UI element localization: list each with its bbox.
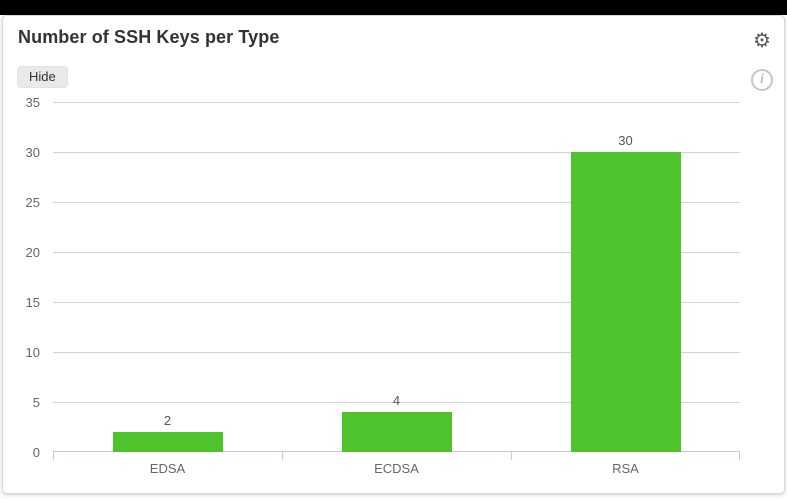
y-axis-tick-label: 5 — [32, 395, 40, 410]
y-axis-tick-label: 30 — [25, 145, 40, 160]
ssh-keys-widget-card: Number of SSH Keys per Type ⚙ i Hide 0 5 1… — [2, 15, 785, 494]
x-axis-tick — [511, 452, 512, 460]
y-axis-tick-label: 20 — [25, 245, 40, 260]
y-gridline — [53, 152, 740, 153]
y-axis-tick-label: 15 — [25, 295, 40, 310]
bar-ecdsa[interactable] — [342, 412, 452, 452]
window-top-bar — [0, 0, 787, 15]
x-axis-category-label: ECDSA — [374, 461, 419, 476]
bar-value-label: 30 — [618, 133, 633, 148]
bar-value-label: 4 — [392, 393, 401, 408]
gear-icon[interactable]: ⚙ — [753, 30, 771, 52]
hide-button[interactable]: Hide — [17, 66, 68, 88]
bar-edsa[interactable] — [113, 432, 223, 452]
bar-chart: 0 5 10 15 20 25 30 35 2 EDSA 4 ECDSA 30 RSA — [26, 95, 740, 476]
y-axis-tick-label: 35 — [25, 95, 40, 110]
y-gridline — [53, 352, 740, 353]
y-gridline — [53, 202, 740, 203]
widget-title: Number of SSH Keys per Type — [18, 27, 280, 47]
x-axis-tick — [739, 452, 740, 460]
y-gridline — [53, 252, 740, 253]
bar-value-label: 2 — [163, 413, 172, 428]
info-icon[interactable]: i — [751, 69, 773, 91]
x-axis-tick — [53, 452, 54, 460]
y-gridline — [53, 402, 740, 403]
bar-rsa[interactable] — [571, 152, 681, 452]
y-axis-tick-label: 25 — [25, 195, 40, 210]
y-axis-tick-label: 10 — [25, 345, 40, 360]
x-axis-category-label: EDSA — [149, 461, 186, 476]
y-axis-tick-label: 0 — [32, 445, 40, 460]
y-gridline — [53, 102, 740, 103]
x-axis-tick — [282, 452, 283, 460]
y-gridline — [53, 302, 740, 303]
x-axis-category-label: RSA — [612, 461, 639, 476]
